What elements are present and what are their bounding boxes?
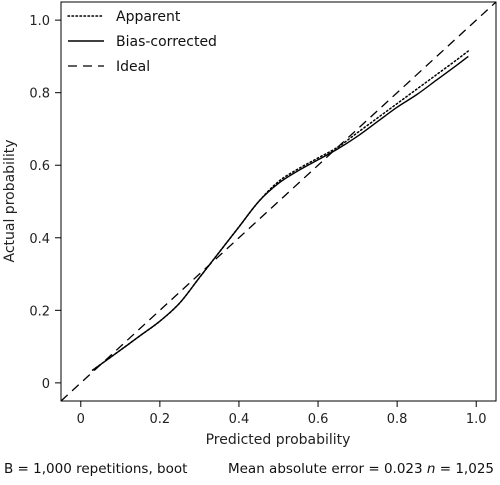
series-line-bias-corrected xyxy=(92,55,469,371)
legend: Apparent Bias-corrected Ideal xyxy=(67,9,217,75)
legend-label: Bias-corrected xyxy=(116,34,217,50)
footer-left: B = 1,000 repetitions, boot xyxy=(4,461,188,477)
series-line-ideal xyxy=(60,1,497,402)
y-tick-label: 0.6 xyxy=(29,159,50,174)
x-tick-label: 0 xyxy=(77,412,85,427)
legend-label: Ideal xyxy=(116,59,150,75)
y-axis-title: Actual probability xyxy=(2,139,18,262)
axis-ticks: 0 0.2 0.4 0.6 0.8 1.0 0 0.2 0.4 0.6 0.8 1.0 xyxy=(29,14,486,427)
y-tick-label: 1.0 xyxy=(29,14,50,29)
y-tick-label: 0 xyxy=(42,377,50,392)
x-axis-title: Predicted probability xyxy=(206,432,351,448)
y-tick-label: 0.2 xyxy=(29,304,50,319)
x-tick-label: 0.2 xyxy=(150,412,171,427)
footer-right: Mean absolute error = 0.023 n = 1,025 xyxy=(228,461,494,477)
footer-n-symbol: n xyxy=(426,461,436,477)
series-layer xyxy=(60,1,497,402)
legend-label: Apparent xyxy=(116,9,181,25)
series-line-apparent xyxy=(91,50,470,371)
y-tick-label: 0.8 xyxy=(29,87,50,102)
x-tick-label: 0.8 xyxy=(387,412,408,427)
x-tick-label: 1.0 xyxy=(466,412,487,427)
y-tick-label: 0.4 xyxy=(29,232,50,247)
x-tick-label: 0.4 xyxy=(229,412,250,427)
plot-frame xyxy=(60,1,497,402)
x-tick-label: 0.6 xyxy=(308,412,329,427)
calibration-chart: 0 0.2 0.4 0.6 0.8 1.0 0 0.2 0.4 0.6 0.8 1.0 Predict… xyxy=(2,1,497,448)
footer-mae: Mean absolute error = 0.023 xyxy=(227,461,427,477)
footer-n-value: = 1,025 xyxy=(435,461,494,477)
